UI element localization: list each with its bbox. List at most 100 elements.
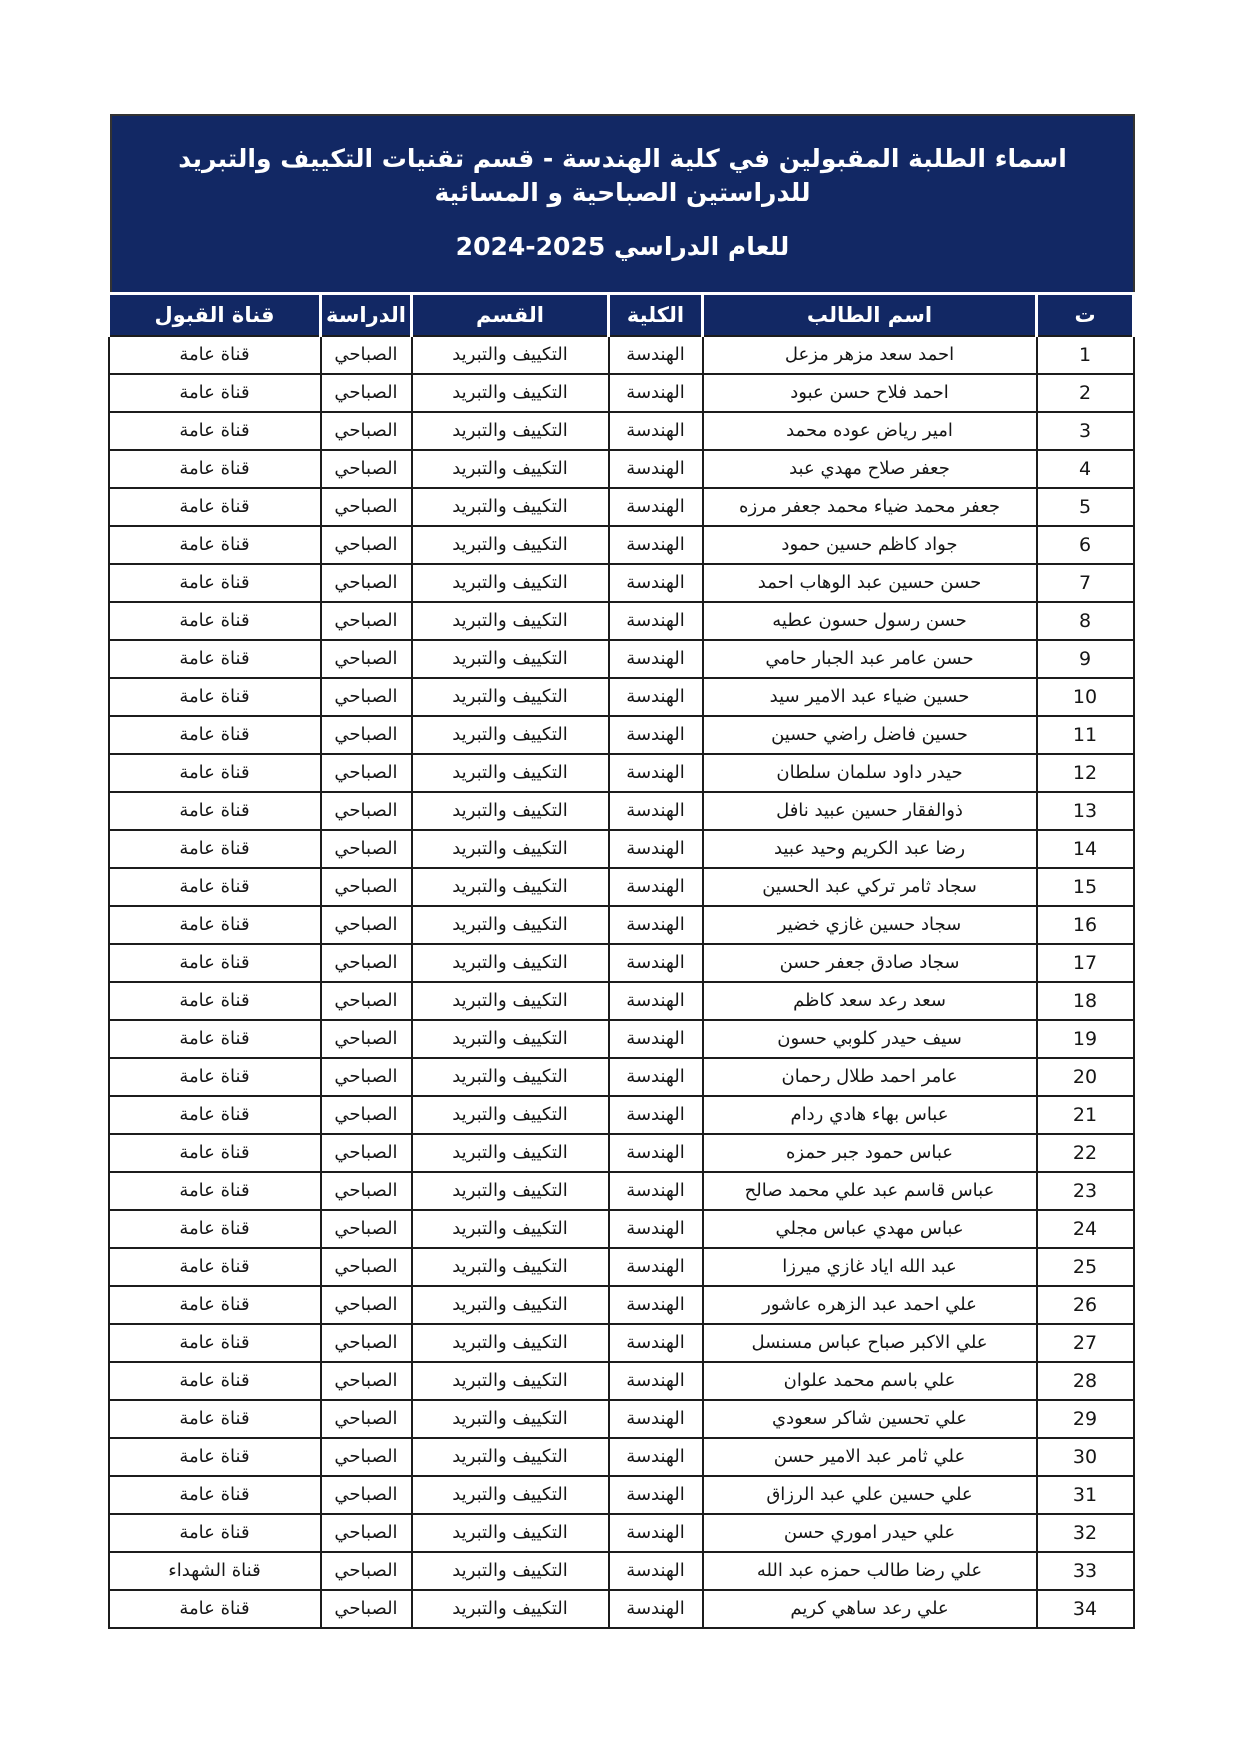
department-cell: التكييف والتبريد (410, 1208, 610, 1249)
student-name-cell: حسين فاضل راضي حسين (701, 714, 1038, 755)
table-row: 3 امير رياض عوده محمد الهندسة التكييف والتب… (107, 410, 1135, 451)
department-cell: التكييف والتبريد (410, 676, 610, 717)
table-row: 19 سيف حيدر كلوبي حسون الهندسة التكييف والت… (107, 1018, 1135, 1059)
admission-channel-cell: قناة عامة (107, 1474, 322, 1515)
row-index-cell: 19 (1035, 1018, 1135, 1059)
student-name-cell: جعفر صلاح مهدي عبد (701, 448, 1038, 489)
admission-channel-cell: قناة عامة (107, 1056, 322, 1097)
student-name-cell: عامر احمد طلال رحمان (701, 1056, 1038, 1097)
row-index-cell: 23 (1035, 1170, 1135, 1211)
col-header-admission-channel: قناة القبول (107, 292, 322, 337)
college-cell: الهندسة (607, 448, 704, 489)
table-row: 15 سجاد ثامر تركي عبد الحسين الهندسة التكيي… (107, 866, 1135, 907)
college-cell: الهندسة (607, 1588, 704, 1629)
college-cell: الهندسة (607, 1550, 704, 1591)
row-index-cell: 5 (1035, 486, 1135, 527)
admission-channel-cell: قناة عامة (107, 638, 322, 679)
college-cell: الهندسة (607, 372, 704, 413)
college-cell: الهندسة (607, 1436, 704, 1477)
student-name-cell: عباس حمود جبر حمزه (701, 1132, 1038, 1173)
admission-channel-cell: قناة عامة (107, 1170, 322, 1211)
col-header-study: الدراسة (319, 292, 413, 337)
admission-channel-cell: قناة الشهداء (107, 1550, 322, 1591)
admission-channel-cell: قناة عامة (107, 676, 322, 717)
department-cell: التكييف والتبريد (410, 1550, 610, 1591)
study-type-cell: الصباحي (319, 638, 413, 679)
study-type-cell: الصباحي (319, 448, 413, 489)
row-index-cell: 33 (1035, 1550, 1135, 1591)
study-type-cell: الصباحي (319, 752, 413, 793)
study-type-cell: الصباحي (319, 562, 413, 603)
table-row: 4 جعفر صلاح مهدي عبد الهندسة التكييف والتبر… (107, 448, 1135, 489)
department-cell: التكييف والتبريد (410, 904, 610, 945)
department-cell: التكييف والتبريد (410, 334, 610, 375)
study-type-cell: الصباحي (319, 1474, 413, 1515)
student-name-cell: علي احمد عبد الزهره عاشور (701, 1284, 1038, 1325)
row-index-cell: 9 (1035, 638, 1135, 679)
study-type-cell: الصباحي (319, 1588, 413, 1629)
table-row: 1 احمد سعد مزهر مزعل الهندسة التكييف والتبر… (107, 334, 1135, 375)
department-cell: التكييف والتبريد (410, 448, 610, 489)
table-row: 10 حسين ضياء عبد الامير سيد الهندسة التكييف… (107, 676, 1135, 717)
study-type-cell: الصباحي (319, 714, 413, 755)
department-cell: التكييف والتبريد (410, 486, 610, 527)
table-row: 27 علي الاكبر صباح عباس مسنسل الهندسة التكي… (107, 1322, 1135, 1363)
study-type-cell: الصباحي (319, 980, 413, 1021)
study-type-cell: الصباحي (319, 1284, 413, 1325)
table-row: 16 سجاد حسين غازي خضير الهندسة التكييف والت… (107, 904, 1135, 945)
admission-channel-cell: قناة عامة (107, 562, 322, 603)
study-type-cell: الصباحي (319, 1170, 413, 1211)
college-cell: الهندسة (607, 828, 704, 869)
students-table: ت اسم الطالب الكلية القسم الدراسة قناة ا… (107, 292, 1135, 1629)
row-index-cell: 14 (1035, 828, 1135, 869)
college-cell: الهندسة (607, 1322, 704, 1363)
admission-channel-cell: قناة عامة (107, 410, 322, 451)
study-type-cell: الصباحي (319, 1436, 413, 1477)
study-type-cell: الصباحي (319, 1094, 413, 1135)
study-type-cell: الصباحي (319, 600, 413, 641)
table-row: 11 حسين فاضل راضي حسين الهندسة التكييف والت… (107, 714, 1135, 755)
department-cell: التكييف والتبريد (410, 1170, 610, 1211)
table-row: 33 علي رضا طالب حمزه عبد الله الهندسة التكي… (107, 1550, 1135, 1591)
college-cell: الهندسة (607, 1208, 704, 1249)
admission-channel-cell: قناة عامة (107, 866, 322, 907)
department-cell: التكييف والتبريد (410, 410, 610, 451)
student-name-cell: جواد كاظم حسين حمود (701, 524, 1038, 565)
col-header-index: ت (1035, 292, 1135, 337)
department-cell: التكييف والتبريد (410, 1246, 610, 1287)
student-name-cell: حسين ضياء عبد الامير سيد (701, 676, 1038, 717)
admission-channel-cell: قناة عامة (107, 334, 322, 375)
table-row: 9 حسن عامر عبد الجبار حامي الهندسة التكييف … (107, 638, 1135, 679)
college-cell: الهندسة (607, 714, 704, 755)
department-cell: التكييف والتبريد (410, 562, 610, 603)
department-cell: التكييف والتبريد (410, 1588, 610, 1629)
department-cell: التكييف والتبريد (410, 600, 610, 641)
table-row: 29 علي تحسين شاكر سعودي الهندسة التكييف وال… (107, 1398, 1135, 1439)
college-cell: الهندسة (607, 1056, 704, 1097)
row-index-cell: 3 (1035, 410, 1135, 451)
study-type-cell: الصباحي (319, 1208, 413, 1249)
row-index-cell: 13 (1035, 790, 1135, 831)
student-name-cell: حسن عامر عبد الجبار حامي (701, 638, 1038, 679)
row-index-cell: 11 (1035, 714, 1135, 755)
student-name-cell: علي الاكبر صباح عباس مسنسل (701, 1322, 1038, 1363)
college-cell: الهندسة (607, 334, 704, 375)
study-type-cell: الصباحي (319, 904, 413, 945)
study-type-cell: الصباحي (319, 790, 413, 831)
table-row: 14 رضا عبد الكريم وحيد عبيد الهندسة التكييف… (107, 828, 1135, 869)
table-body: 1 احمد سعد مزهر مزعل الهندسة التكييف والتبر… (107, 334, 1135, 1629)
study-type-cell: الصباحي (319, 1360, 413, 1401)
accepted-students-document: اسماء الطلبة المقبولين في كلية الهندسة -… (107, 114, 1135, 1629)
row-index-cell: 29 (1035, 1398, 1135, 1439)
table-row: 28 علي باسم محمد علوان الهندسة التكييف والت… (107, 1360, 1135, 1401)
table-row: 21 عباس بهاء هادي ردام الهندسة التكييف والت… (107, 1094, 1135, 1135)
col-header-student-name: اسم الطالب (701, 292, 1038, 337)
admission-channel-cell: قناة عامة (107, 1246, 322, 1287)
student-name-cell: احمد سعد مزهر مزعل (701, 334, 1038, 375)
row-index-cell: 6 (1035, 524, 1135, 565)
study-type-cell: الصباحي (319, 1512, 413, 1553)
admission-channel-cell: قناة عامة (107, 1436, 322, 1477)
admission-channel-cell: قناة عامة (107, 1512, 322, 1553)
college-cell: الهندسة (607, 866, 704, 907)
admission-channel-cell: قناة عامة (107, 524, 322, 565)
